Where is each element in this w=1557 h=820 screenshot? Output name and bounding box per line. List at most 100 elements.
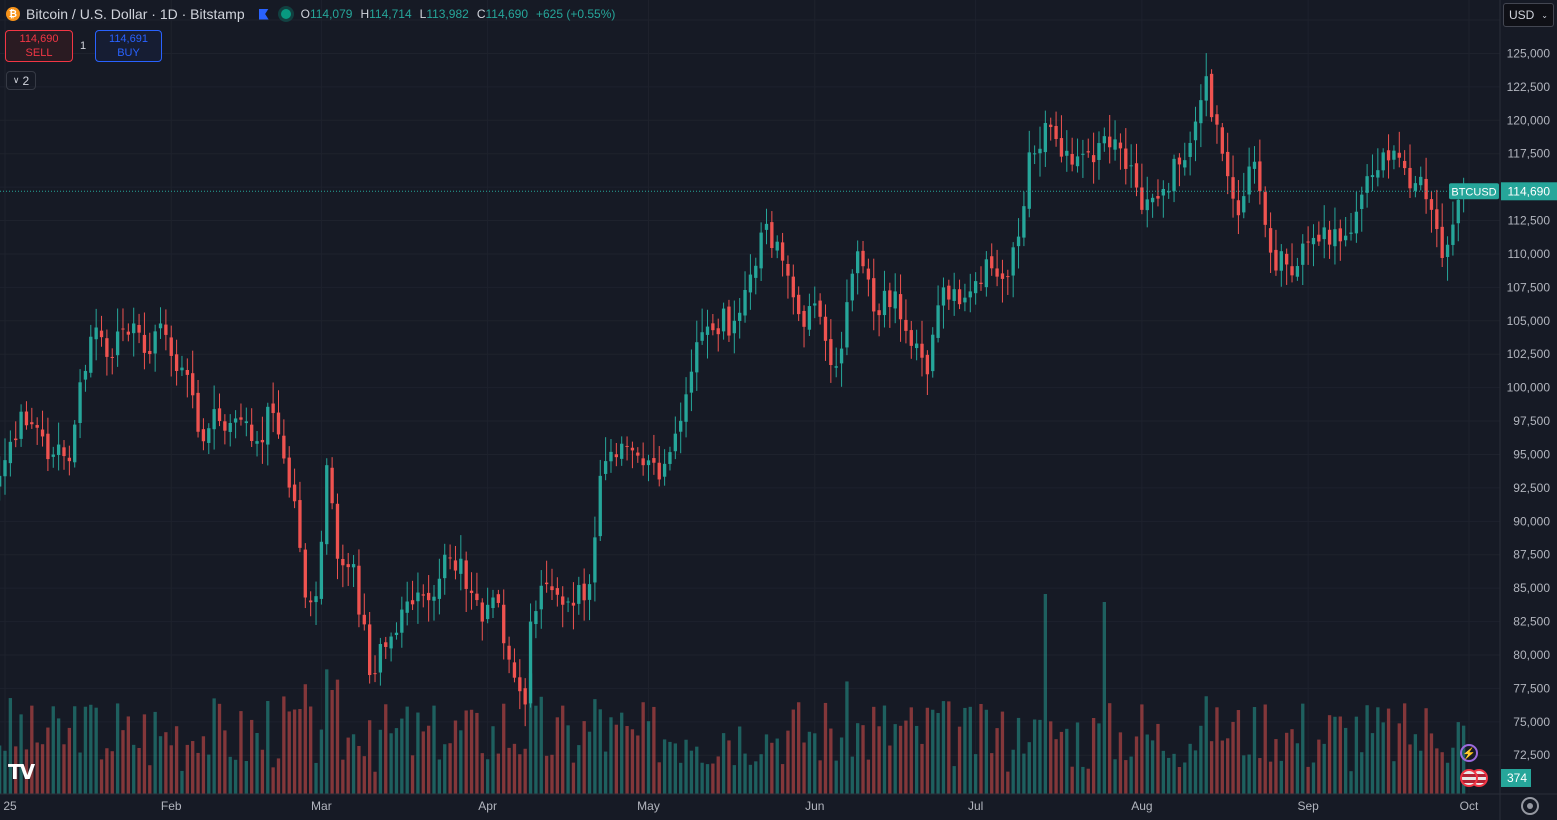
volume-bar bbox=[587, 731, 592, 794]
candle-body bbox=[1150, 197, 1155, 203]
volume-bar bbox=[1451, 747, 1455, 794]
volume-bar bbox=[115, 703, 120, 794]
volume-bar bbox=[630, 729, 635, 794]
candle-body bbox=[888, 290, 892, 308]
volume-bar bbox=[748, 764, 753, 794]
flag-icon[interactable] bbox=[258, 8, 269, 20]
volume-bar bbox=[384, 704, 388, 794]
candle-body bbox=[1370, 175, 1375, 178]
y-tick-label: 117,500 bbox=[1508, 147, 1551, 161]
candle-body bbox=[169, 337, 173, 356]
volume-bar bbox=[636, 735, 640, 794]
candle-body bbox=[99, 330, 104, 338]
sell-button[interactable]: 114,690 SELL bbox=[5, 30, 73, 62]
volume-bar bbox=[99, 759, 104, 794]
currency-select[interactable]: USD ⌄ bbox=[1503, 3, 1554, 27]
volume-bar bbox=[861, 725, 865, 794]
symbol-title[interactable]: Bitcoin / U.S. Dollar · 1D · Bitstamp bbox=[26, 6, 245, 22]
volume-bar bbox=[904, 720, 908, 794]
candle-body bbox=[1065, 150, 1069, 156]
volume-bar bbox=[475, 712, 479, 794]
volume-bar bbox=[1209, 741, 1214, 794]
candle-body bbox=[764, 223, 769, 230]
candle-body bbox=[1038, 148, 1042, 154]
candle-body bbox=[1440, 226, 1444, 258]
volume-bar bbox=[727, 740, 731, 794]
candle-body bbox=[1327, 229, 1332, 245]
y-tick-label: 92,500 bbox=[1513, 481, 1550, 495]
volume-bar bbox=[174, 726, 179, 794]
close-value: 114,690 bbox=[485, 7, 529, 21]
candle-body bbox=[164, 324, 168, 335]
candle-body bbox=[641, 458, 645, 466]
candle-body bbox=[1268, 228, 1273, 253]
volume-bar bbox=[759, 754, 763, 794]
candle-body bbox=[1134, 163, 1139, 188]
y-tick-label: 82,500 bbox=[1513, 615, 1550, 629]
candle-body bbox=[1376, 170, 1380, 178]
candle-body bbox=[700, 332, 704, 341]
volume-bar bbox=[30, 705, 34, 794]
volume-bar bbox=[877, 726, 881, 794]
event-icon[interactable]: ⚡ bbox=[1460, 744, 1478, 762]
candle-body bbox=[94, 327, 98, 340]
volume-bar bbox=[1279, 760, 1283, 794]
buy-button[interactable]: 114,691 BUY bbox=[95, 30, 162, 62]
volume-bar bbox=[448, 743, 452, 794]
volume-bar bbox=[914, 725, 919, 794]
candle-body bbox=[389, 636, 393, 649]
candle-body bbox=[1172, 158, 1176, 192]
candle-body bbox=[1156, 196, 1160, 199]
volume-bar bbox=[298, 709, 302, 794]
volume-bar bbox=[968, 706, 972, 794]
volume-bar bbox=[598, 709, 602, 794]
candle-body bbox=[534, 611, 538, 625]
indicators-toggle-button[interactable]: ∨ 2 bbox=[6, 71, 36, 90]
candle-body bbox=[416, 592, 420, 602]
volume-bar bbox=[389, 733, 393, 794]
low-value: 113,982 bbox=[426, 7, 469, 21]
volume-bar bbox=[1043, 594, 1048, 794]
candle-body bbox=[732, 320, 736, 334]
x-tick-label: Feb bbox=[161, 799, 182, 813]
candle-body bbox=[957, 289, 962, 305]
candle-body bbox=[1451, 224, 1455, 245]
settings-gear-icon[interactable] bbox=[1521, 797, 1539, 815]
us-flag-events-icon[interactable] bbox=[1460, 769, 1490, 787]
market-status-icon[interactable] bbox=[280, 9, 291, 19]
volume-bar bbox=[1381, 722, 1385, 794]
volume-bar bbox=[1006, 771, 1010, 794]
candle-body bbox=[421, 594, 425, 596]
open-value: 114,079 bbox=[309, 7, 353, 21]
candle-body bbox=[330, 467, 334, 504]
candle-body bbox=[636, 452, 640, 456]
volume-bar bbox=[1081, 766, 1085, 794]
volume-bar bbox=[191, 741, 195, 794]
candle-body bbox=[1263, 192, 1267, 225]
candle-body bbox=[587, 584, 592, 600]
volume-bar bbox=[78, 752, 82, 794]
volume-bar bbox=[684, 739, 688, 794]
candle-body bbox=[400, 609, 404, 633]
order-quantity[interactable]: 1 bbox=[80, 40, 87, 52]
candle-body bbox=[8, 441, 13, 464]
volume-bar bbox=[250, 719, 254, 794]
volume-bar bbox=[1263, 704, 1267, 794]
tradingview-logo[interactable]: TV bbox=[8, 760, 35, 784]
candle-body bbox=[1161, 188, 1165, 196]
volume-bar bbox=[89, 704, 93, 794]
y-tick-label: 100,000 bbox=[1507, 381, 1551, 395]
volume-bar bbox=[292, 709, 297, 794]
candle-body bbox=[807, 306, 812, 330]
volume-bar bbox=[1376, 707, 1380, 794]
volume-bar bbox=[1386, 708, 1391, 794]
volume-bar bbox=[8, 698, 13, 794]
volume-bar bbox=[1054, 739, 1058, 794]
candle-body bbox=[223, 421, 227, 431]
volume-bar bbox=[668, 741, 672, 794]
volume-bar bbox=[126, 716, 131, 794]
high-value: 114,714 bbox=[369, 7, 412, 21]
candle-body bbox=[0, 475, 2, 487]
volume-bar bbox=[94, 707, 98, 794]
